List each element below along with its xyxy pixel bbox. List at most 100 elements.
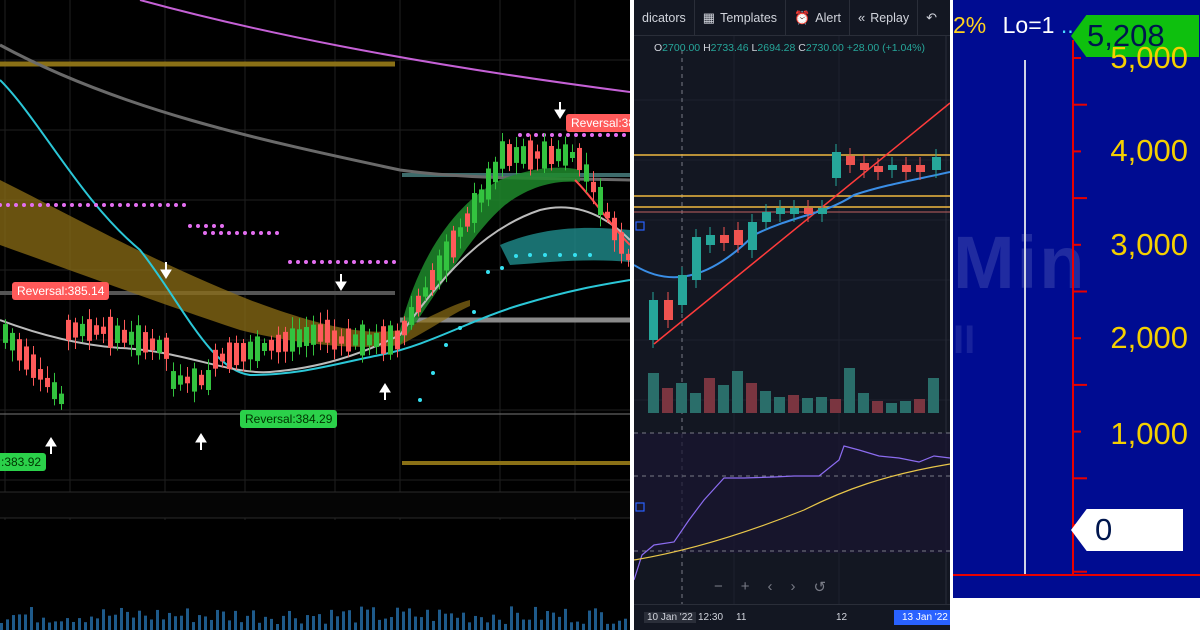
zero-tag: 0 — [1071, 509, 1183, 551]
zoom-out-button[interactable]: − — [714, 578, 723, 595]
volume-bar — [504, 623, 507, 630]
cyan-dot-rows — [418, 253, 592, 402]
indicator-dot — [598, 133, 602, 137]
volume-bar — [774, 397, 785, 413]
time-label-2: 12:30 — [698, 612, 724, 623]
candle-body — [122, 329, 127, 343]
volume-bar — [0, 622, 3, 630]
volume-bar — [228, 620, 231, 630]
candle-body — [437, 255, 442, 281]
volume-bar — [600, 612, 603, 630]
candle-body — [521, 146, 526, 164]
candle-body — [290, 328, 295, 352]
candle-body — [150, 338, 155, 351]
volume-bar — [156, 609, 159, 630]
indicator-dot — [251, 231, 255, 235]
indicator-dot — [134, 203, 138, 207]
indicators-button[interactable]: dicators — [634, 0, 695, 36]
candle-body — [10, 332, 15, 351]
time-label-4: 12 — [836, 612, 848, 623]
indicator-dot — [526, 133, 530, 137]
volume-bar — [718, 385, 729, 413]
zoom-in-button[interactable]: + — [740, 578, 750, 595]
candle-body — [748, 222, 757, 250]
left-chart-panel[interactable]: Reversal:385.14 Reversal:384.29 :383.92 … — [0, 0, 630, 630]
reset-view-button[interactable]: ↺ — [813, 579, 827, 596]
axis-tick-label-1000: 1,000 — [1110, 416, 1188, 451]
bottom-strip — [953, 598, 1200, 630]
indicator-dot — [275, 231, 279, 235]
right-gauge-panel[interactable]: Min II 2% Lo=1 ... 5,208 5,000 4,000 3,0… — [953, 0, 1200, 630]
candle-body — [902, 165, 911, 172]
indicator-dot — [614, 133, 618, 137]
candle-body — [678, 275, 687, 305]
indicator-dot — [574, 133, 578, 137]
candle-body — [31, 354, 36, 378]
indicator-dot — [606, 133, 610, 137]
candle-body — [80, 323, 85, 337]
alert-button[interactable]: ⏰ Alert — [786, 0, 850, 36]
volume-bar — [564, 608, 567, 630]
candle-body — [612, 217, 617, 241]
chart-toolbar: dicators ▦ Templates ⏰ Alert « Replay ↶ — [634, 0, 950, 36]
candle-body — [776, 208, 785, 214]
candle-body — [860, 163, 869, 170]
volume-bar — [576, 621, 579, 630]
rsi-line — [634, 445, 950, 581]
volume-bar — [300, 623, 303, 630]
indicator-dot — [328, 260, 332, 264]
axis-ticks — [1073, 57, 1087, 573]
undo-icon: ↶ — [926, 9, 938, 25]
indicator-dot — [212, 224, 216, 228]
middle-chart-panel[interactable]: dicators ▦ Templates ⏰ Alert « Replay ↶ — [634, 0, 950, 630]
candlestick-chart-left[interactable] — [0, 0, 630, 630]
candle-body — [605, 211, 610, 219]
volume-bar — [36, 622, 39, 630]
candle-body — [535, 151, 540, 159]
templates-label: Templates — [720, 10, 778, 25]
candle-body — [318, 324, 323, 342]
indicator-dot — [158, 203, 162, 207]
indicator-dot — [384, 260, 388, 264]
candle-body — [241, 343, 246, 362]
volume-bar — [732, 371, 743, 413]
volume-bar — [588, 610, 591, 630]
watermark-text-2: II — [953, 318, 976, 362]
volume-bar — [72, 621, 75, 630]
candle-body — [248, 341, 253, 360]
arrow-up-icon — [195, 433, 207, 450]
scroll-left-button[interactable]: ‹ — [767, 578, 773, 595]
indicator-dot — [203, 231, 207, 235]
volume-bar — [48, 622, 51, 630]
candle-body — [500, 141, 505, 169]
time-axis[interactable]: 10 Jan '22 12:30 11 12 13 Jan '22 — [634, 604, 950, 630]
volume-bar — [18, 614, 21, 630]
volume-bar — [78, 618, 81, 630]
volume-bar — [432, 620, 435, 630]
indicator-dot — [558, 133, 562, 137]
candle-body — [395, 330, 400, 350]
candle-body — [832, 152, 841, 178]
candle-body — [932, 157, 941, 170]
candle-body — [115, 325, 120, 343]
replay-button[interactable]: « Replay — [850, 0, 919, 36]
indicator-dot — [304, 260, 308, 264]
undo-button[interactable]: ↶ — [918, 0, 950, 36]
candle-body — [874, 166, 883, 172]
candlestick-chart-middle[interactable] — [634, 0, 950, 604]
scroll-right-button[interactable]: › — [790, 578, 796, 595]
candle-body — [178, 375, 183, 385]
candle-body — [87, 319, 92, 341]
volume-bar — [24, 614, 27, 630]
ribbon-cloud-teal — [500, 227, 630, 265]
volume-bar — [390, 617, 393, 630]
volume-bar — [872, 401, 883, 413]
volume-bar — [246, 615, 249, 630]
volume-bar — [528, 619, 531, 630]
candle-body — [416, 295, 421, 313]
templates-button[interactable]: ▦ Templates — [695, 0, 787, 36]
candles-middle — [649, 144, 941, 348]
indicator-dot — [590, 133, 594, 137]
candle-body — [38, 369, 43, 380]
volume-bar — [606, 623, 609, 630]
